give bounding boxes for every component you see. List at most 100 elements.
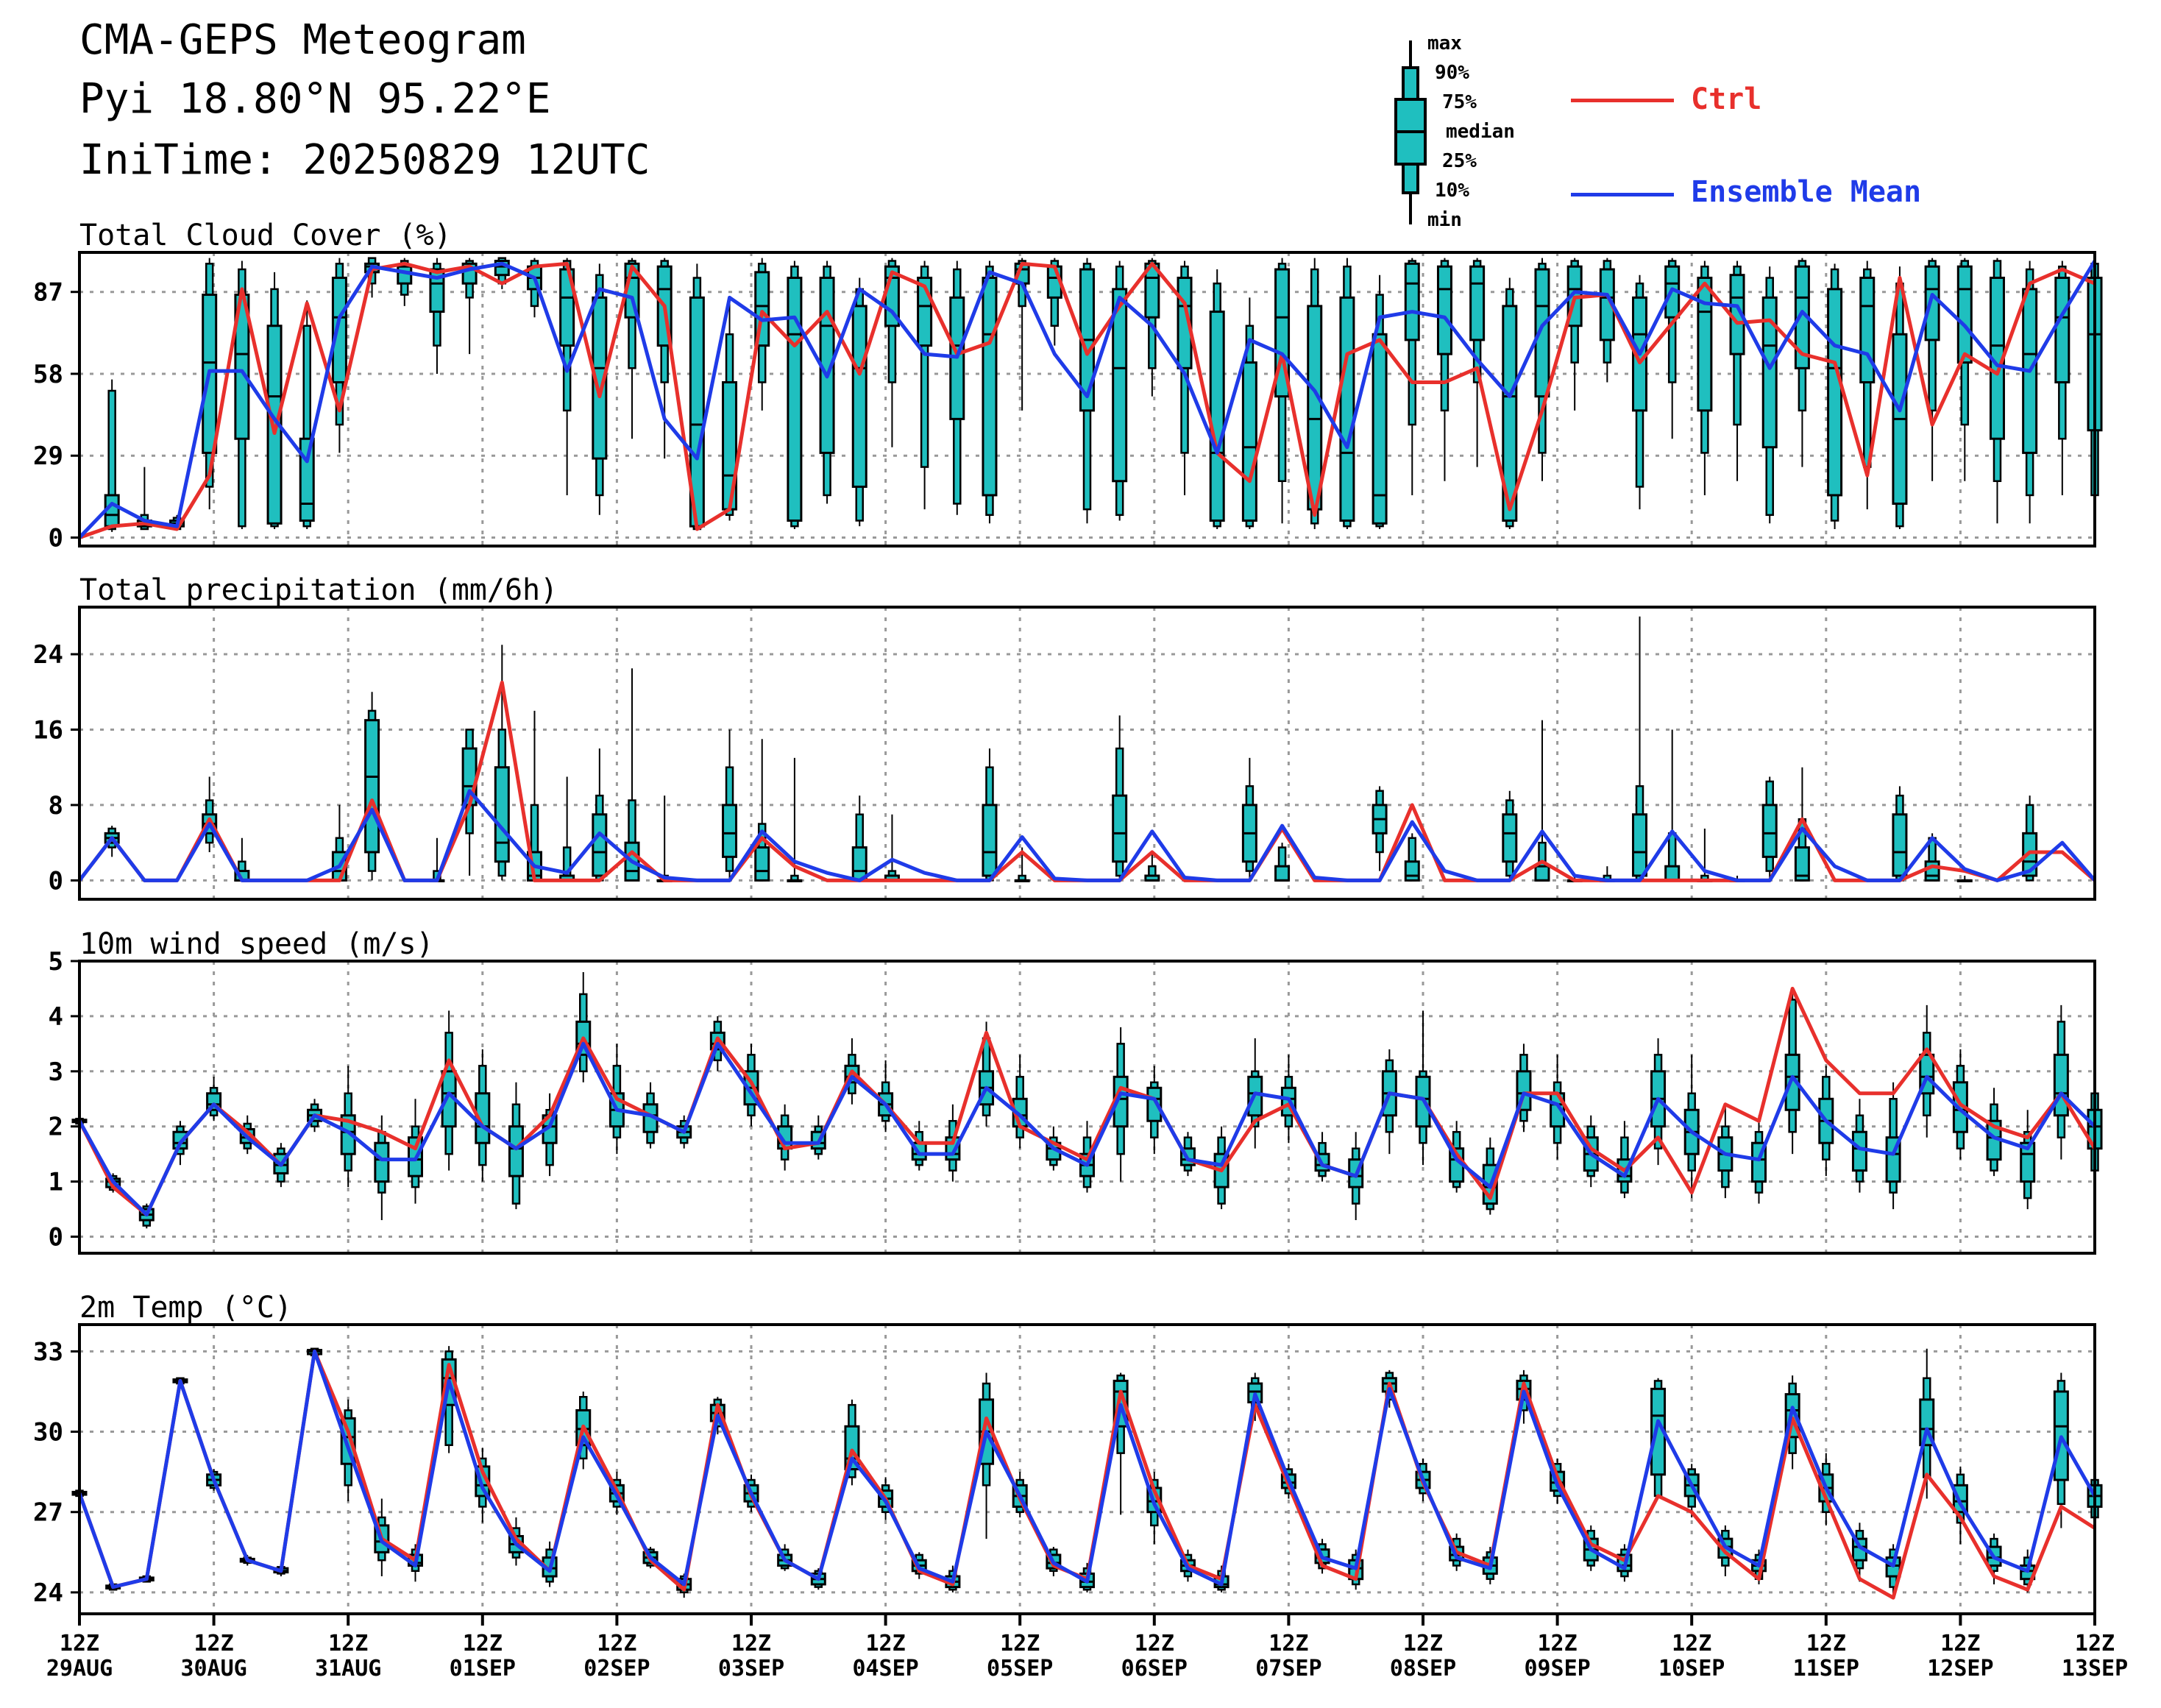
x-tick-label-time: 12Z (194, 1631, 234, 1656)
x-tick-label-time: 12Z (1403, 1631, 1443, 1656)
box-inner (1892, 813, 1908, 877)
x-tick-label-time: 12Z (2075, 1631, 2115, 1656)
y-tick-label: 29 (33, 442, 63, 471)
legend-ctrl-label: Ctrl (1691, 82, 1762, 116)
chart-title: CMA-GEPS Meteogram (79, 16, 526, 64)
x-tick-label-date: 05SEP (987, 1656, 1053, 1682)
box-inner (1664, 865, 1681, 882)
init-time-label: IniTime: 20250829 12UTC (79, 136, 650, 184)
panel-title: Total Cloud Cover (%) (79, 219, 452, 252)
x-tick-label-date: 10SEP (1658, 1656, 1725, 1682)
box-inner (982, 277, 998, 497)
x-tick-label-date: 01SEP (450, 1656, 516, 1682)
box-inner (722, 804, 738, 858)
x-tick-label-date: 13SEP (2062, 1656, 2128, 1682)
x-tick-label-time: 12Z (328, 1631, 368, 1656)
box-inner (1112, 288, 1128, 483)
box-inner (754, 846, 770, 882)
box-inner (1534, 865, 1550, 882)
panel-frame (78, 606, 2096, 901)
legend-mean-label: Ensemble Mean (1691, 175, 1922, 209)
x-tick-label-date: 02SEP (583, 1656, 650, 1682)
x-tick-label-time: 12Z (1538, 1631, 1578, 1656)
legend-mean-swatch (1571, 193, 1674, 196)
box-outer (107, 389, 116, 531)
panel-title: 10m wind speed (m/s) (79, 927, 434, 961)
box-outer (302, 325, 311, 528)
x-tick-label-time: 12Z (1672, 1631, 1711, 1656)
box-inner (1404, 860, 1420, 882)
y-tick-label: 8 (49, 791, 63, 821)
x-tick-label-time: 12Z (597, 1631, 636, 1656)
box-inner (982, 804, 998, 877)
box-inner (397, 265, 413, 285)
y-tick-label: 24 (33, 1578, 63, 1608)
x-tick-label-date: 11SEP (1793, 1656, 1859, 1682)
ctrl-series-line (77, 986, 2097, 1217)
box-inner (1697, 277, 1713, 412)
legend-median: median (1446, 121, 1515, 143)
box-inner (1761, 296, 1778, 449)
y-tick-label: 1 (49, 1168, 63, 1197)
y-tick-label: 4 (49, 1002, 63, 1032)
x-tick-label-date: 08SEP (1390, 1656, 1456, 1682)
legend-p90: 90% (1435, 62, 1469, 84)
legend-ctrl-swatch (1571, 99, 1674, 102)
box-inner (2020, 1141, 2036, 1183)
y-tick-label: 27 (33, 1498, 63, 1528)
box-inner (1469, 265, 1486, 341)
box-inner (1502, 305, 1518, 522)
box-inner (2053, 1053, 2069, 1117)
x-tick-label-date: 12SEP (1927, 1656, 1993, 1682)
y-tick-label: 5 (49, 947, 63, 977)
box-outer (920, 265, 929, 468)
panel-frame (78, 1323, 2096, 1615)
box-inner (2054, 277, 2070, 383)
box-inner (1339, 296, 1355, 522)
box-inner (1956, 265, 1973, 364)
station-label: Pyi 18.80°N 95.22°E (79, 75, 551, 123)
x-tick-label-date: 03SEP (718, 1656, 784, 1682)
x-tick-label-time: 12Z (731, 1631, 771, 1656)
box-inner (494, 766, 510, 863)
x-tick-label-time: 12Z (60, 1631, 99, 1656)
box-inner (1952, 1484, 1968, 1514)
box-inner (592, 296, 608, 460)
box-inner (1372, 333, 1388, 525)
box-inner (1274, 865, 1291, 882)
box-inner (364, 719, 380, 854)
box-inner (508, 1125, 524, 1177)
box-inner (1112, 794, 1128, 863)
box-inner (1404, 262, 1420, 341)
panel-title: Total precipitation (mm/6h) (79, 573, 558, 607)
box-inner (299, 437, 315, 522)
box-inner (1784, 1053, 1800, 1111)
legend-p75: 75% (1442, 91, 1477, 113)
box-inner (1436, 265, 1452, 355)
y-tick-label: 16 (33, 715, 63, 745)
box-inner (1241, 361, 1257, 522)
x-tick-label-date: 07SEP (1255, 1656, 1321, 1682)
y-tick-label: 33 (33, 1337, 63, 1367)
box-inner (592, 813, 608, 877)
panel-frame (78, 251, 2096, 548)
y-tick-label: 30 (33, 1418, 63, 1447)
x-tick-label-date: 30AUG (180, 1656, 246, 1682)
x-tick-label-time: 12Z (1000, 1631, 1040, 1656)
y-tick-label: 24 (33, 640, 63, 670)
y-tick-label: 3 (49, 1057, 63, 1087)
x-tick-label-time: 12Z (1135, 1631, 1174, 1656)
y-tick-label: 0 (49, 1223, 63, 1252)
legend-p25: 25% (1442, 150, 1477, 172)
box-outer (1408, 260, 1417, 426)
legend-p10: 10% (1435, 180, 1469, 202)
box-inner (1924, 265, 1940, 341)
box-inner (1502, 813, 1518, 863)
ensemble-mean-line (77, 1041, 2096, 1217)
panel-title: 2m Temp (°C) (79, 1291, 292, 1325)
x-tick-label-date: 06SEP (1121, 1656, 1188, 1682)
x-tick-label-time: 12Z (866, 1631, 906, 1656)
box-inner (429, 268, 445, 313)
box-inner (1307, 305, 1323, 511)
legend-min: min (1427, 209, 1462, 231)
